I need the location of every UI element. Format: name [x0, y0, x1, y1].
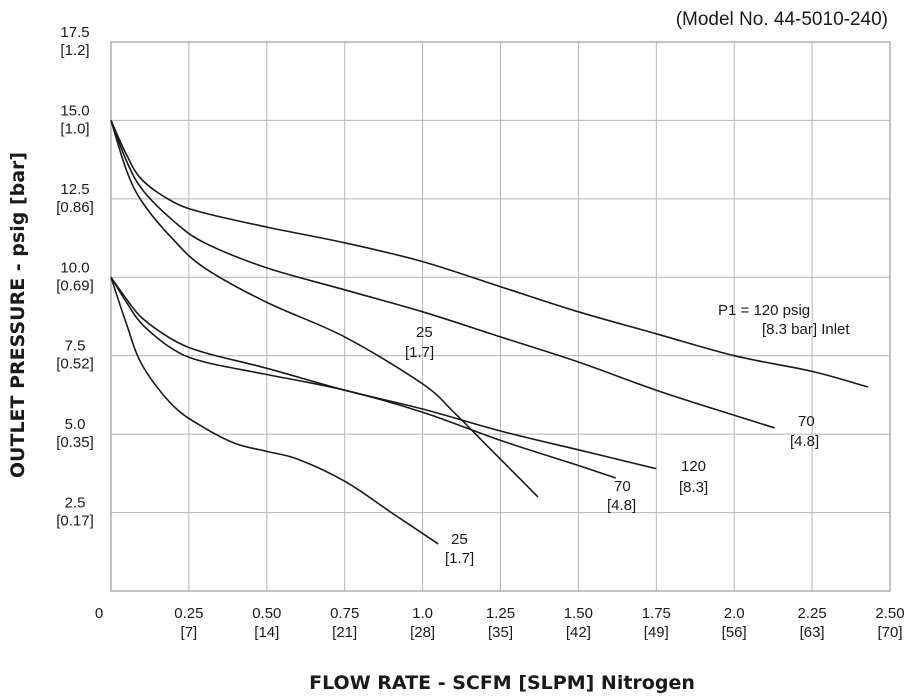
x-tick-sub-1: [7]: [181, 624, 198, 641]
curve-label-1-0: 70: [798, 413, 815, 430]
curve-label-2-1: [1.7]: [405, 344, 434, 361]
curve-label-1-1: [4.8]: [790, 433, 819, 450]
x-tick-labels: 0 0.25 [7] 0.50 [14] 0.75 [21] 1.0 [28] 1.25 [35] 1…: [95, 605, 905, 641]
x-tick-sub-4: [28]: [410, 624, 435, 641]
curve-label-3-0: 120: [681, 458, 706, 475]
curve-3: [110, 276, 657, 470]
x-tick-label-2: 0.50: [252, 605, 281, 622]
y-tick-label-4: 12.5: [60, 181, 89, 198]
y-tick-sub-2: [0.52]: [56, 356, 94, 373]
y-tick-sub-1: [0.35]: [56, 434, 94, 451]
x-tick-label-1: 0.25: [174, 605, 203, 622]
y-tick-sub-5: [1.0]: [60, 120, 89, 137]
y-tick-label-5: 15.0: [60, 102, 89, 119]
x-tick-sub-5: [35]: [488, 624, 513, 641]
model-label: (Model No. 44-5010-240): [676, 9, 888, 30]
curve-label-3-1: [8.3]: [679, 479, 708, 496]
y-tick-sub-3: [0.69]: [56, 277, 94, 294]
y-axis-title: OUTLET PRESSURE - psig [bar]: [7, 152, 29, 478]
x-tick-sub-10: [70]: [877, 624, 902, 641]
plot-frame: [110, 41, 891, 592]
curve-label-5-0: 25: [451, 531, 468, 548]
x-tick-label-9: 2.25: [797, 605, 826, 622]
x-axis-title: FLOW RATE - SCFM [SLPM] Nitrogen: [309, 672, 695, 694]
y-tick-sub-0: [0.17]: [56, 513, 94, 530]
curve-label-0-1: [8.3 bar] Inlet: [762, 321, 850, 338]
x-tick-sub-7: [49]: [644, 624, 669, 641]
y-tick-label-6: 17.5: [60, 24, 89, 41]
x-tick-label-5: 1.25: [486, 605, 515, 622]
x-tick-label-7: 1.75: [642, 605, 671, 622]
x-tick-sub-8: [56]: [722, 624, 747, 641]
x-tick-label-4: 1.0: [412, 605, 433, 622]
curve-label-4-0: 70: [614, 478, 631, 495]
x-tick-sub-3: [21]: [332, 624, 357, 641]
y-tick-label-0: 2.5: [65, 495, 86, 512]
x-tick-label-0: 0: [95, 605, 103, 622]
x-tick-label-6: 1.50: [564, 605, 593, 622]
y-tick-label-3: 10.0: [60, 259, 89, 276]
x-tick-label-8: 2.0: [724, 605, 745, 622]
x-tick-label-3: 0.75: [330, 605, 359, 622]
y-tick-label-1: 5.0: [65, 416, 86, 433]
grid-lines: [110, 41, 891, 592]
curve-label-5-1: [1.7]: [445, 550, 474, 567]
curve-2: [110, 120, 539, 498]
y-tick-sub-6: [1.2]: [60, 42, 89, 59]
y-tick-label-2: 7.5: [65, 338, 86, 355]
curve-5: [110, 277, 439, 545]
curve-annotations: P1 = 120 psig [8.3 bar] Inlet 70 [4.8] 25 [1.…: [405, 302, 850, 567]
x-tick-label-10: 2.50: [875, 605, 904, 622]
curve-label-4-1: [4.8]: [607, 497, 636, 514]
curve-0: [110, 120, 869, 388]
curve-4: [110, 276, 617, 479]
curve-label-2-0: 25: [416, 324, 433, 341]
curves: [110, 120, 869, 545]
curve-1: [110, 120, 775, 429]
x-tick-sub-6: [42]: [566, 624, 591, 641]
x-tick-sub-2: [14]: [254, 624, 279, 641]
y-tick-labels: 2.5[0.17] 5.0[0.35] 7.5[0.52] 10.0[0.69] 12.…: [56, 24, 94, 530]
curve-label-0-0: P1 = 120 psig: [718, 302, 810, 319]
y-tick-sub-4: [0.86]: [56, 199, 94, 216]
x-tick-sub-9: [63]: [800, 624, 825, 641]
